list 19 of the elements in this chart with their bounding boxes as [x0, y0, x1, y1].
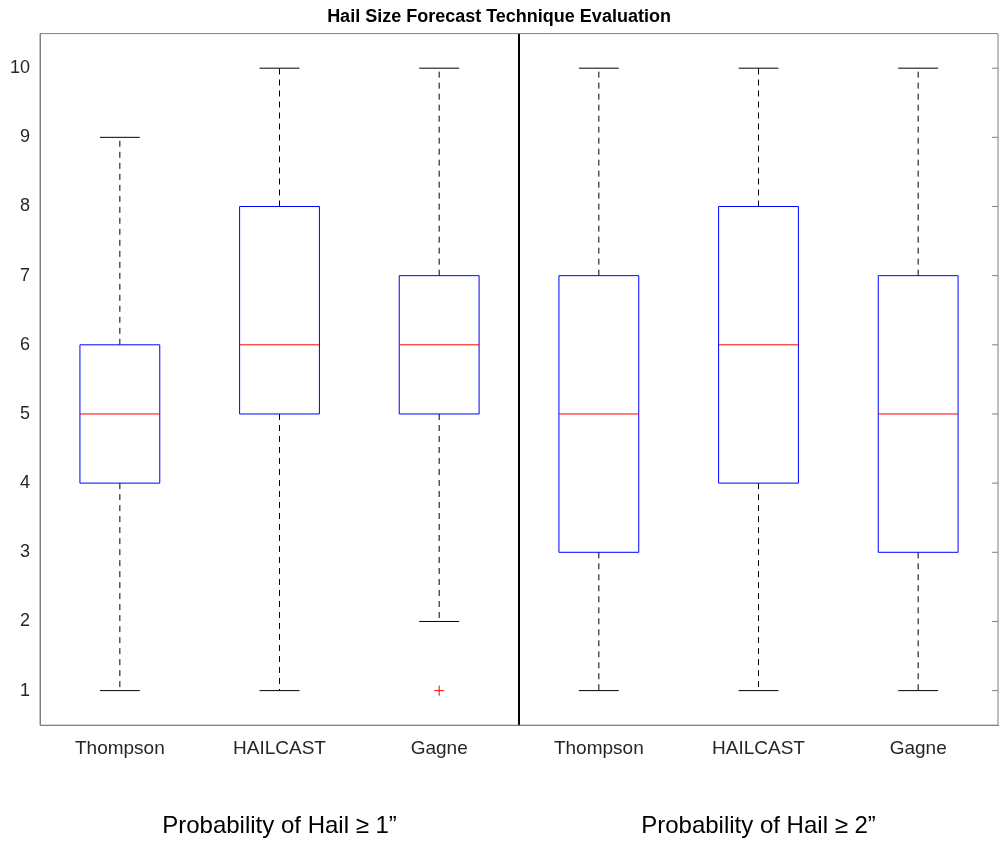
- y-tick-label: 10: [9, 57, 31, 78]
- x-tick-label: HAILCAST: [712, 736, 806, 758]
- text: Probability of Hail ≥ 2”: [641, 810, 876, 838]
- x-tick-label: Thompson: [74, 736, 165, 758]
- chart-title: Hail Size Forecast Technique Evaluation: [327, 5, 671, 26]
- y-tick-label: 3: [20, 541, 31, 562]
- y-tick-label: 4: [20, 472, 31, 493]
- x-tick-label: Gagne: [410, 736, 468, 758]
- y-tick-label: 5: [20, 402, 31, 423]
- y-tick-label: 2: [20, 610, 31, 631]
- x-tick-label: HAILCAST: [233, 736, 327, 758]
- y-tick-label: 8: [20, 195, 31, 216]
- y-tick-label: 1: [20, 679, 31, 700]
- x-tick-label: Gagne: [889, 736, 947, 758]
- y-tick-label: 7: [20, 264, 31, 285]
- y-tick-label: 9: [20, 126, 31, 147]
- text: Probability of Hail ≥ 1”: [162, 810, 397, 838]
- x-tick-label: Thompson: [553, 736, 644, 758]
- y-tick-label: 6: [20, 333, 31, 354]
